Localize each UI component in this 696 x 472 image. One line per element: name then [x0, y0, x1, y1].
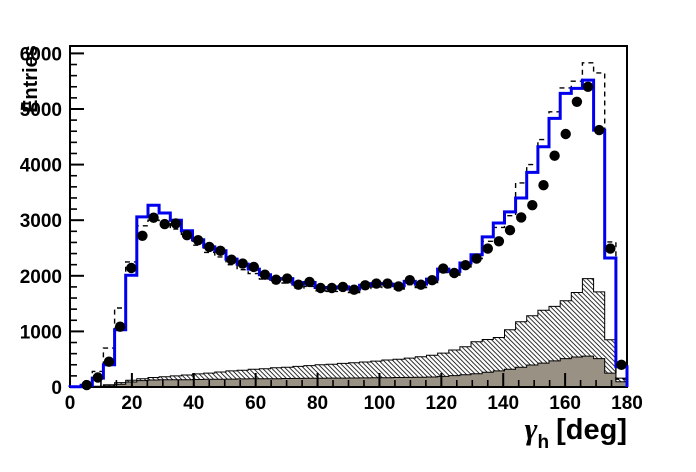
data-point-marker: [181, 230, 193, 241]
data-point-marker: [538, 180, 549, 191]
data-point-marker: [393, 281, 404, 292]
data-point-marker: [493, 236, 505, 247]
data-point-marker: [460, 260, 471, 271]
y-tick-label: 3000: [20, 211, 62, 232]
data-point-marker: [371, 278, 382, 289]
blue-histogram: [68, 78, 629, 389]
data-point-marker: [248, 261, 259, 273]
data-point-marker: [170, 218, 181, 229]
data-point-marker: [594, 124, 605, 136]
data-point-marker: [504, 225, 516, 236]
hatched-histogram: [70, 278, 628, 388]
x-tick-label: 80: [307, 393, 328, 414]
data-point-marker: [449, 267, 460, 279]
y-tick-label: 4000: [20, 156, 62, 177]
y-tick-label: 1000: [20, 322, 62, 343]
data-point-marker: [159, 218, 170, 230]
y-tick-label: 0: [51, 378, 62, 399]
data-point-marker: [471, 253, 482, 264]
gray-histogram: [70, 355, 628, 388]
data-point-marker: [482, 243, 493, 254]
data-point-marker: [326, 282, 337, 294]
data-point-marker: [348, 284, 360, 295]
data-point-marker: [337, 281, 349, 293]
gamma-symbol: γ: [524, 411, 538, 446]
y-tick-label: 6000: [20, 44, 62, 65]
data-point-marker: [527, 200, 538, 211]
data-point-marker: [103, 356, 115, 367]
data-point-marker: [605, 243, 616, 254]
data-point-marker: [549, 150, 560, 161]
x-tick-label: 20: [121, 393, 142, 414]
data-point-marker: [293, 279, 304, 290]
x-axis-unit: [deg]: [556, 414, 627, 446]
data-point-marker: [204, 241, 215, 253]
data-point-marker: [137, 230, 148, 241]
data-point-marker: [516, 212, 527, 223]
data-point-marker: [92, 372, 104, 383]
y-axis-title: Entries: [20, 45, 42, 113]
data-point-marker: [192, 235, 204, 246]
data-point-markers: [81, 81, 627, 391]
data-point-marker: [582, 81, 594, 93]
data-point-marker: [237, 258, 248, 269]
axis-tick-labels: 0 1000 2000 3000 4000 5000 6000 0 20 40 60 80 100 120…: [20, 44, 643, 414]
data-point-marker: [315, 282, 326, 294]
x-tick-label: 180: [611, 393, 643, 414]
data-point-marker: [215, 245, 226, 256]
data-point-marker: [114, 321, 126, 332]
data-point-marker: [382, 278, 393, 289]
x-tick-label: 120: [425, 393, 457, 414]
x-axis-title: γh [deg]: [495, 411, 627, 455]
x-tick-label: 100: [364, 393, 396, 414]
data-point-marker: [438, 263, 449, 274]
data-point-marker: [226, 254, 237, 265]
data-point-marker: [304, 276, 315, 288]
y-tick-label: 2000: [20, 267, 62, 288]
data-point-marker: [616, 359, 627, 370]
data-point-marker: [415, 279, 427, 290]
data-point-marker: [360, 280, 371, 291]
data-point-marker: [81, 379, 92, 391]
data-point-marker: [404, 275, 415, 286]
data-point-marker: [148, 212, 159, 223]
data-point-marker: [126, 262, 137, 274]
data-point-marker: [571, 96, 583, 108]
x-tick-label: 40: [183, 393, 204, 414]
data-point-marker: [259, 269, 271, 280]
x-tick-label: 0: [65, 393, 76, 414]
data-point-marker: [426, 275, 438, 286]
y-tick-label: 5000: [20, 100, 62, 121]
x-tick-label: 160: [549, 393, 581, 414]
data-point-marker: [560, 128, 571, 140]
x-tick-label: 140: [487, 393, 519, 414]
data-point-marker: [282, 273, 293, 284]
gamma-subscript: h: [537, 432, 550, 453]
x-tick-label: 60: [245, 393, 266, 414]
data-point-marker: [270, 274, 282, 285]
